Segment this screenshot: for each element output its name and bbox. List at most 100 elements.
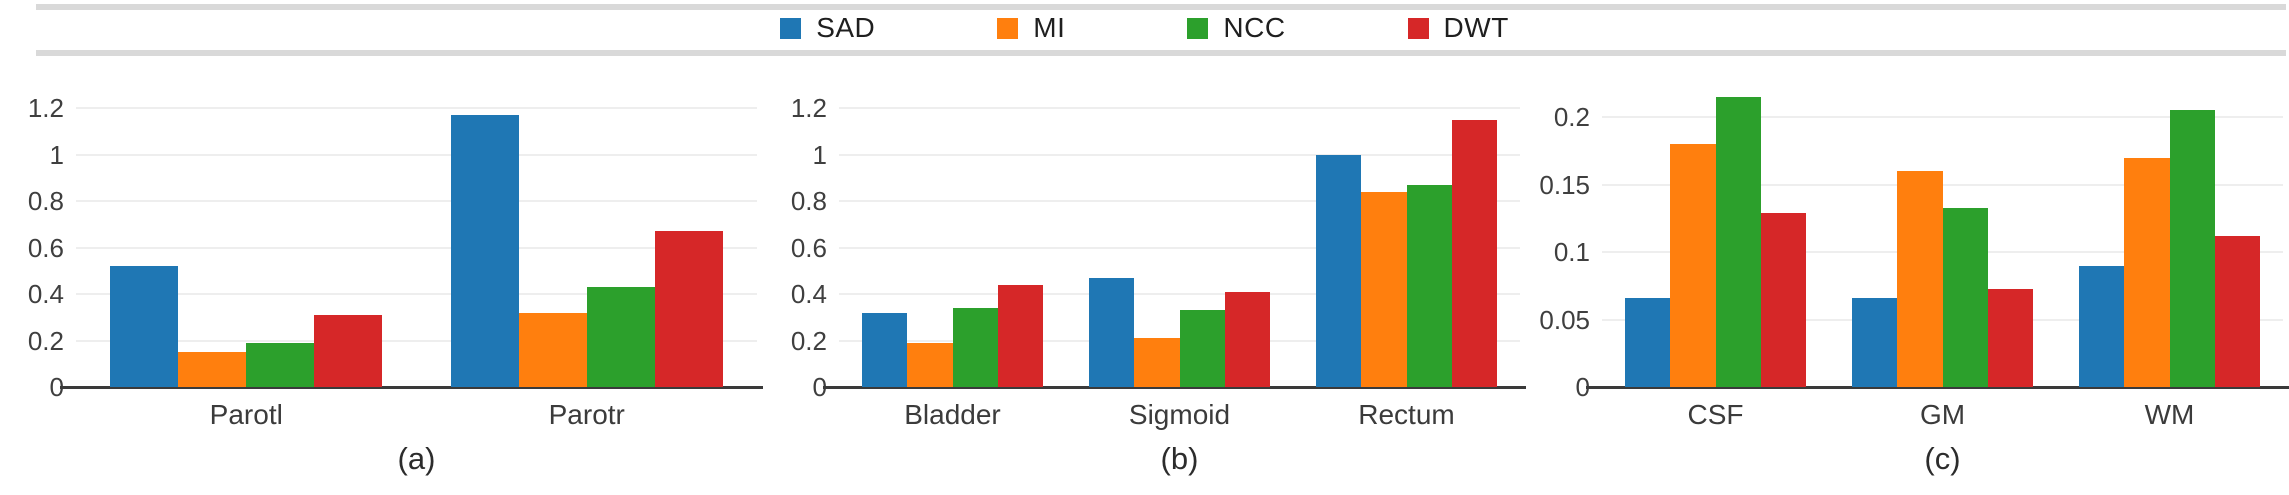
chart-panel-b: 0 0.2 0.4 0.6 0.8 1 1.2 Bladder Sigmoid Rectum (b): [763, 56, 1526, 495]
bar-ncc-wm: [2169, 110, 2215, 387]
bar-mi-csf: [1670, 144, 1716, 387]
category-label-gm: GM: [1919, 399, 1966, 430]
bar-ncc-parotr: [586, 287, 655, 387]
bar-dwt-parotl: [314, 314, 383, 387]
bar-mi-gm: [1897, 171, 1943, 387]
gridline: [1602, 116, 2283, 119]
bar-sad-bladder: [861, 312, 908, 387]
bar-dwt-bladder: [997, 284, 1044, 387]
legend-swatch-icon: [1187, 17, 1209, 39]
bar-dwt-parotr: [654, 231, 723, 387]
category-label-wm: WM: [2144, 399, 2195, 430]
y-axis-tick-label: 1.2: [27, 93, 64, 124]
bar-mi-rectum: [1361, 191, 1407, 387]
gridline: [76, 153, 757, 156]
bar-dwt-rectum: [1451, 119, 1498, 387]
bar-group-csf: [1624, 78, 1807, 387]
y-axis-tick-label: 1: [812, 139, 827, 170]
bar-mi-sigmoid: [1134, 338, 1180, 387]
x-axis-labels: Parotl Parotr: [76, 399, 757, 431]
bar-dwt-gm: [1987, 288, 2034, 387]
legend-swatch-icon: [1407, 17, 1429, 39]
x-axis-line: [1586, 386, 2289, 389]
y-axis-tick-label: 0.4: [790, 279, 827, 310]
bar-slot-gm: [1829, 78, 2056, 387]
gridline: [839, 153, 1520, 156]
bar-slot-sigmoid: [1066, 78, 1293, 387]
y-axis-tick-label: 0.8: [790, 186, 827, 217]
legend: SAD MI NCC DWT: [0, 9, 2289, 47]
subfigure-caption: (c): [1924, 441, 1961, 476]
bar-slot-parotl: [76, 78, 417, 387]
y-axis-tick-label: 0.4: [27, 279, 64, 310]
legend-swatch-icon: [997, 17, 1019, 39]
legend-label: SAD: [816, 12, 876, 43]
bar-group-gm: [1851, 78, 2034, 387]
subfigure-caption: (b): [1160, 441, 1199, 476]
bar-slot-wm: [2056, 78, 2283, 387]
bar-dwt-wm: [2214, 235, 2261, 387]
gridline: [76, 339, 757, 342]
bar-slot-csf: [1602, 78, 1829, 387]
bar-slot-parotr: [417, 78, 758, 387]
bar-group-bladder: [861, 78, 1044, 387]
legend-divider-rule: [36, 50, 2286, 56]
bar-mi-parotl: [178, 352, 247, 387]
category-label-parotr: Parotr: [548, 399, 625, 430]
y-axis-tick-label: 0.6: [790, 232, 827, 263]
legend-item-sad: SAD: [780, 12, 875, 44]
y-axis-tick-label: 0: [812, 372, 827, 402]
category-label-bladder: Bladder: [904, 399, 1001, 430]
x-axis-line: [60, 386, 763, 389]
y-axis-tick-label: 0.2: [27, 325, 64, 356]
legend-label: NCC: [1223, 12, 1286, 43]
gridline: [839, 107, 1520, 110]
bar-group-parotr: [450, 78, 723, 387]
y-axis-tick-label: 0.8: [27, 186, 64, 217]
gridline: [839, 200, 1520, 203]
chart-panel-a: 0 0.2 0.4 0.6 0.8 1 1.2 Parotl Parotr (a): [0, 56, 763, 495]
gridline: [839, 246, 1520, 249]
bar-slot-rectum: [1293, 78, 1520, 387]
category-label-csf: CSF: [1687, 399, 1744, 430]
bar-ncc-csf: [1715, 96, 1761, 387]
bar-mi-bladder: [907, 342, 953, 387]
y-axis-tick-label: 0.2: [1553, 102, 1590, 133]
bar-sad-wm: [2078, 265, 2125, 387]
bar-group-wm: [2078, 78, 2261, 387]
bar-sad-csf: [1624, 297, 1671, 387]
bar-sad-sigmoid: [1088, 277, 1135, 387]
bar-dwt-sigmoid: [1224, 291, 1271, 387]
y-axis-tick-label: 0.15: [1539, 169, 1590, 200]
top-divider-rule: [36, 4, 2286, 10]
x-axis-line: [823, 386, 1526, 389]
gridline: [76, 107, 757, 110]
legend-item-dwt: DWT: [1407, 12, 1509, 44]
x-axis-labels: Bladder Sigmoid Rectum: [839, 399, 1520, 431]
bar-sad-gm: [1851, 297, 1898, 387]
chart-panel-c: 0 0.05 0.1 0.15 0.2 CSF GM WM (c): [1526, 56, 2289, 495]
category-label-rectum: Rectum: [1358, 399, 1455, 430]
legend-swatch-icon: [780, 17, 802, 39]
x-axis-labels: CSF GM WM: [1602, 399, 2283, 431]
bar-ncc-gm: [1942, 207, 1988, 387]
y-axis-tick-label: 0: [49, 372, 64, 402]
y-axis-tick-label: 0.05: [1539, 304, 1590, 335]
y-axis-tick-label: 1.2: [790, 93, 827, 124]
category-label-sigmoid: Sigmoid: [1128, 399, 1231, 430]
bar-mi-wm: [2124, 157, 2170, 387]
bar-ncc-rectum: [1406, 184, 1452, 387]
legend-label: DWT: [1443, 12, 1509, 43]
category-label-parotl: Parotl: [209, 399, 283, 430]
bar-mi-parotr: [518, 312, 587, 387]
bar-ncc-parotl: [246, 342, 315, 387]
bar-dwt-csf: [1760, 212, 1807, 387]
y-axis-tick-label: 1: [49, 139, 64, 170]
bar-sad-parotr: [450, 115, 519, 387]
legend-label: MI: [1033, 12, 1066, 43]
bar-sad-rectum: [1315, 154, 1362, 387]
gridline: [839, 293, 1520, 296]
subfigure-caption: (a): [397, 441, 436, 476]
plot-area: [76, 78, 757, 387]
bar-group-sigmoid: [1088, 78, 1271, 387]
